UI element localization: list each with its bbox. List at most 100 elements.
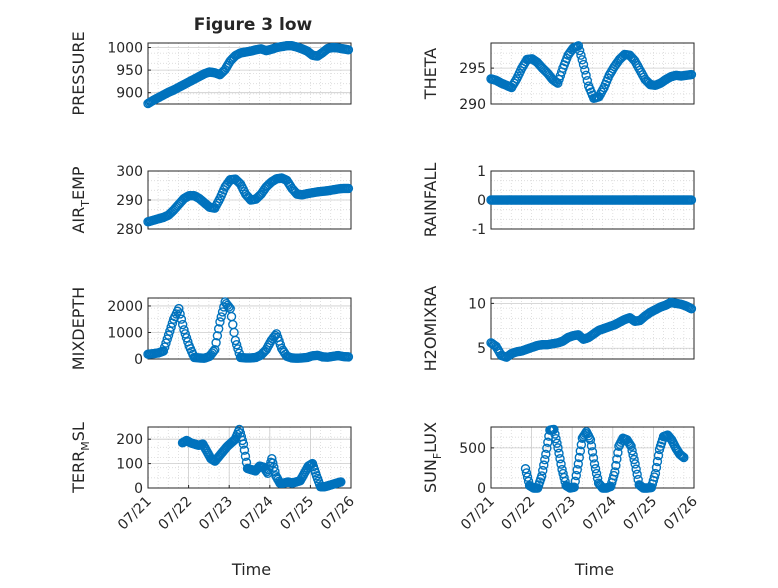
data-point-interp: [581, 70, 591, 80]
data-point-interp: [306, 459, 317, 469]
data-point-interp: [582, 75, 593, 86]
data-point: [578, 59, 589, 70]
data-point-interp: [239, 445, 250, 455]
y-axis-label: AIRTEMP: [69, 166, 92, 233]
data-point-interp: [175, 198, 185, 208]
data-point-interp: [487, 339, 497, 349]
data-point-interp: [213, 324, 224, 334]
data-point-interp: [575, 446, 586, 456]
y-tick-label: 1: [477, 164, 486, 180]
data-point-interp: [586, 441, 597, 451]
data-point-interp: [685, 195, 695, 205]
data-point: [215, 317, 225, 327]
data-point-interp: [342, 352, 352, 362]
data-point-interp: [552, 438, 562, 448]
data-point-interp: [538, 64, 549, 75]
data-point-interp: [551, 433, 561, 444]
data-point-interp: [577, 55, 587, 65]
data-point-interp: [653, 450, 664, 461]
data-point-interp: [542, 443, 552, 453]
axes-frame: [490, 426, 695, 489]
y-axis-label: H2OMIXRA: [421, 286, 440, 372]
y-tick-label: 0: [134, 352, 143, 368]
y-axis-label: MIXDEPTH: [69, 287, 88, 370]
data-point-interp: [554, 448, 564, 458]
series-markers: [143, 173, 354, 227]
data-point-interp: [612, 454, 622, 464]
data-point-interp: [226, 55, 237, 65]
data-point-interp: [677, 451, 687, 461]
data-point-interp: [680, 195, 690, 205]
subplot-h2omixra: 5 10 H2OMIXRA: [421, 286, 697, 372]
data-point-interp: [213, 196, 224, 206]
data-point-interp: [676, 450, 686, 460]
x-tick-label: 07/23: [196, 494, 236, 534]
x-tick-label: 07/22: [499, 494, 539, 534]
data-point-interp: [165, 326, 175, 336]
data-point-interp: [587, 447, 598, 457]
data-point-interp: [509, 78, 519, 88]
subplot-air-temp: 280 290 300 AIRTEMP: [69, 164, 354, 238]
data-point-interp: [678, 452, 688, 462]
data-point-interp: [165, 209, 175, 219]
y-tick-label: 0: [477, 193, 486, 209]
data-point-interp: [649, 472, 660, 482]
y-tick-label: 295: [459, 61, 486, 77]
y-axis-label: SUNFLUX: [421, 422, 444, 493]
data-point-interp: [175, 309, 185, 319]
data-point-interp: [212, 331, 223, 341]
subplot-terr-msl: 0 100 200 07/21 07/22 07/23 07/24 07/25 07/26 Tim…: [69, 422, 358, 579]
data-point-interp: [634, 63, 644, 73]
data-point-interp: [651, 462, 662, 473]
data-point-interp: [166, 322, 176, 332]
series-markers: [177, 424, 346, 492]
x-tick-label: 07/22: [156, 494, 196, 534]
y-tick-label: 5: [477, 341, 486, 357]
data-point: [573, 459, 583, 469]
data-point-interp: [632, 469, 642, 480]
data-point-interp: [555, 454, 565, 464]
data-point-interp: [685, 70, 695, 80]
x-axis-label: Time: [231, 560, 271, 579]
data-point-interp: [510, 76, 521, 86]
axes-frame: [147, 426, 352, 489]
data-point-interp: [549, 75, 559, 86]
subplot-mixdepth: 0 1000 2000 MIXDEPTH: [69, 287, 354, 370]
data-point-interp: [611, 460, 621, 471]
data-point-interp: [207, 348, 217, 358]
data-point-interp: [540, 455, 550, 465]
data-point-interp: [631, 464, 641, 474]
data-point-interp: [275, 340, 286, 350]
data-point: [520, 464, 531, 474]
data-point-interp: [543, 437, 553, 447]
data-point: [163, 330, 174, 340]
data-point-interp: [613, 447, 623, 458]
data-point-interp: [627, 445, 637, 456]
data-point-interp: [211, 338, 221, 348]
y-tick-label: 290: [116, 193, 143, 209]
data-point-interp: [342, 44, 352, 55]
data-point-interp: [170, 203, 180, 214]
data-point-interp: [159, 342, 170, 352]
data-point-interp: [629, 454, 639, 465]
data-point-interp: [161, 338, 171, 348]
y-tick-label: 2000: [107, 299, 143, 315]
data-point-interp: [231, 339, 242, 350]
data-point-interp: [562, 53, 572, 64]
x-tick-label: 07/25: [277, 494, 317, 534]
axes-frame: [147, 42, 352, 105]
data-point-interp: [590, 464, 601, 474]
y-tick-label: 500: [459, 441, 486, 457]
data-point-interp: [335, 477, 345, 487]
axes-frame: [490, 297, 695, 360]
data-point-interp: [625, 439, 635, 450]
series-markers: [143, 297, 354, 363]
data-point-interp: [539, 460, 549, 470]
x-tick-label: 07/21: [115, 494, 155, 534]
x-tick-label: 07/26: [661, 493, 701, 533]
data-point-interp: [240, 451, 251, 461]
data-point-interp: [522, 472, 533, 482]
y-tick-label: 280: [116, 222, 143, 238]
data-point-interp: [231, 175, 242, 186]
